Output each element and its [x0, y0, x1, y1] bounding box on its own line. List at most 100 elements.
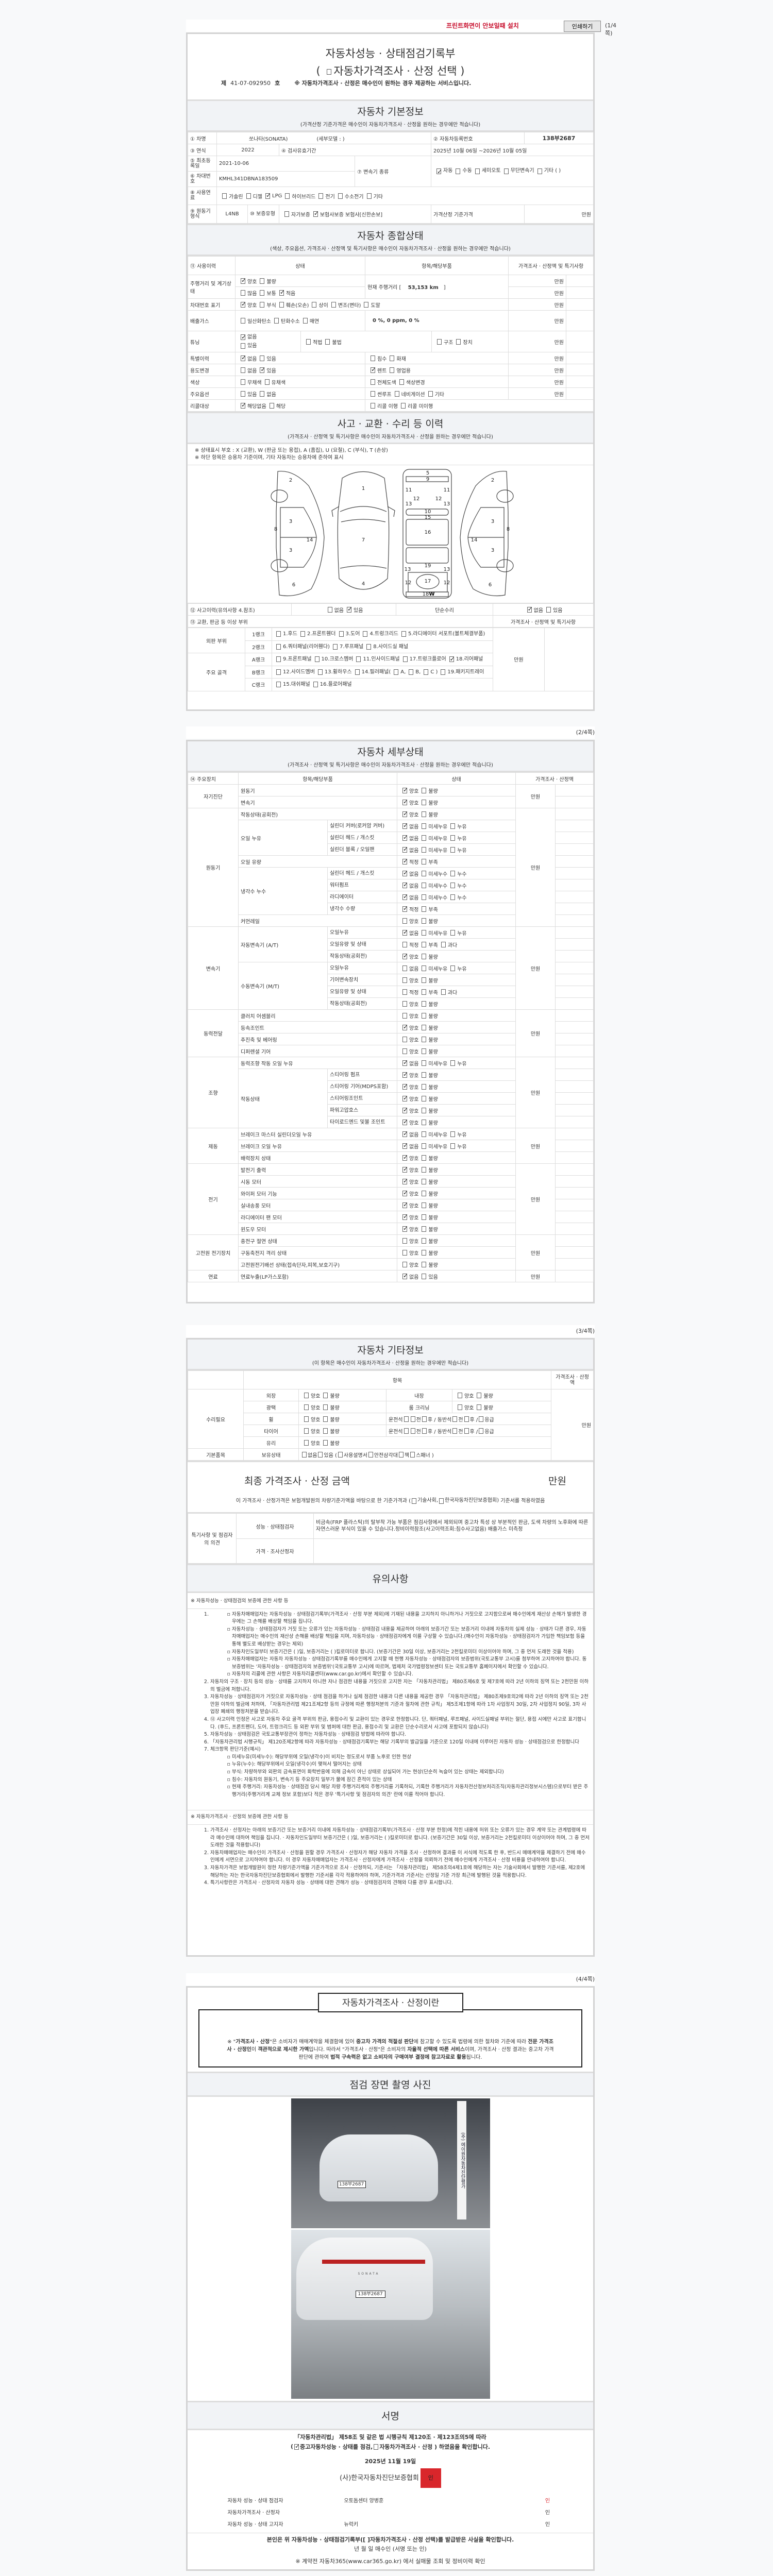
checkbox[interactable]: [339, 631, 344, 637]
option[interactable]: 불량: [320, 1439, 340, 1447]
option[interactable]: 없음: [238, 366, 257, 374]
checkbox[interactable]: [371, 355, 375, 361]
option[interactable]: 누유: [447, 964, 467, 972]
checkbox[interactable]: [264, 379, 270, 385]
option[interactable]: 불량: [474, 1403, 493, 1411]
option[interactable]: 도말: [361, 301, 380, 309]
option[interactable]: 없음: [399, 1059, 418, 1067]
checkbox[interactable]: [327, 606, 332, 613]
checkbox[interactable]: [503, 168, 509, 174]
option[interactable]: 불량: [320, 1392, 340, 1399]
option[interactable]: 불량: [418, 1154, 438, 1162]
option[interactable]: 양호: [399, 1165, 418, 1174]
option[interactable]: 없음: [399, 964, 418, 972]
option[interactable]: 미세누유: [418, 834, 447, 842]
option[interactable]: 불량: [418, 1071, 438, 1079]
option[interactable]: 자동차가격조사 · 산정 ) 하였음을 확인합니다.: [373, 2443, 490, 2451]
option[interactable]: 불량: [418, 1166, 438, 1174]
option[interactable]: 무단변속기: [501, 166, 534, 176]
checkbox[interactable]: [437, 338, 442, 345]
checkbox[interactable]: [422, 953, 427, 959]
checkbox[interactable]: [402, 1106, 408, 1113]
checkbox[interactable]: [422, 1202, 427, 1208]
option[interactable]: 양호: [238, 277, 257, 285]
option[interactable]: 14.필러패널(: [352, 668, 391, 677]
checkbox[interactable]: [374, 2444, 379, 2450]
option[interactable]: 하이브리드: [282, 192, 315, 200]
checkbox[interactable]: [371, 402, 375, 409]
checkbox[interactable]: [422, 1261, 427, 1267]
option[interactable]: 적정: [399, 941, 418, 948]
option[interactable]: 불량: [257, 277, 276, 285]
option[interactable]: 양호: [399, 1201, 418, 1209]
option[interactable]: 없음: [399, 834, 418, 842]
checkbox[interactable]: [276, 631, 281, 637]
option[interactable]: 사용설명서: [337, 1451, 367, 1459]
option[interactable]: 과다: [438, 941, 457, 948]
option[interactable]: 화재: [386, 354, 406, 362]
checkbox[interactable]: [241, 300, 246, 308]
option[interactable]: 보통: [257, 289, 276, 297]
checkbox[interactable]: [260, 366, 265, 373]
checkbox[interactable]: [265, 192, 271, 199]
checkbox[interactable]: [371, 391, 375, 397]
option[interactable]: 전: [451, 1415, 463, 1423]
checkbox[interactable]: [402, 810, 408, 817]
option[interactable]: 양호: [399, 1118, 418, 1126]
checkbox[interactable]: [304, 1439, 309, 1446]
option[interactable]: 유채색: [262, 378, 285, 386]
option[interactable]: 응급: [478, 1415, 494, 1423]
checkbox[interactable]: [394, 391, 399, 397]
option[interactable]: 없음: [238, 333, 257, 342]
checkbox[interactable]: [452, 1416, 458, 1422]
option[interactable]: 네비게이션: [392, 390, 425, 398]
option[interactable]: 없음: [301, 1451, 317, 1459]
checkbox[interactable]: [402, 834, 408, 841]
checkbox[interactable]: [410, 1451, 415, 1458]
checkbox[interactable]: [356, 656, 361, 662]
option[interactable]: 없음: [238, 354, 257, 362]
option[interactable]: 양호: [399, 1249, 418, 1257]
option[interactable]: 탄화수소: [271, 317, 300, 325]
checkbox[interactable]: [458, 1392, 462, 1398]
checkbox[interactable]: [402, 1189, 408, 1196]
checkbox[interactable]: [260, 278, 265, 284]
option[interactable]: 양호: [399, 1036, 418, 1043]
checkbox[interactable]: [402, 1261, 408, 1267]
checkbox[interactable]: [422, 941, 427, 947]
option[interactable]: 색상변경: [396, 378, 425, 386]
option[interactable]: 적정: [399, 905, 418, 913]
checkbox[interactable]: [402, 965, 408, 971]
checkbox[interactable]: [402, 1001, 408, 1007]
option[interactable]: 불량: [418, 1047, 438, 1055]
option[interactable]: 부식: [257, 301, 276, 309]
checkbox[interactable]: [276, 656, 281, 662]
checkbox[interactable]: [441, 941, 446, 947]
option[interactable]: 불량: [418, 1095, 438, 1103]
checkbox[interactable]: [422, 1166, 427, 1173]
checkbox[interactable]: [241, 343, 245, 349]
option[interactable]: 불량: [418, 1213, 438, 1221]
option[interactable]: 후 /: [463, 1427, 478, 1435]
checkbox[interactable]: [355, 669, 360, 675]
checkbox[interactable]: [323, 1439, 328, 1446]
checkbox[interactable]: [402, 1036, 408, 1042]
option[interactable]: 1.후드: [273, 630, 297, 639]
checkbox[interactable]: [464, 1428, 469, 1434]
checkbox[interactable]: [402, 1238, 408, 1244]
checkbox[interactable]: [441, 669, 446, 675]
checkbox[interactable]: [450, 835, 456, 841]
checkbox[interactable]: [422, 1119, 427, 1125]
option[interactable]: 양호: [399, 1012, 418, 1020]
option[interactable]: A,: [391, 668, 406, 677]
checkbox[interactable]: [399, 379, 404, 385]
option[interactable]: 렌트: [367, 366, 386, 374]
checkbox[interactable]: [422, 1024, 427, 1030]
checkbox[interactable]: [402, 905, 408, 912]
checkbox[interactable]: [398, 1451, 404, 1458]
checkbox[interactable]: [314, 656, 320, 662]
option[interactable]: 누유: [447, 1059, 467, 1067]
checkbox[interactable]: [477, 1404, 482, 1410]
option[interactable]: 미세누유: [418, 846, 447, 854]
option[interactable]: 부족: [418, 858, 438, 866]
